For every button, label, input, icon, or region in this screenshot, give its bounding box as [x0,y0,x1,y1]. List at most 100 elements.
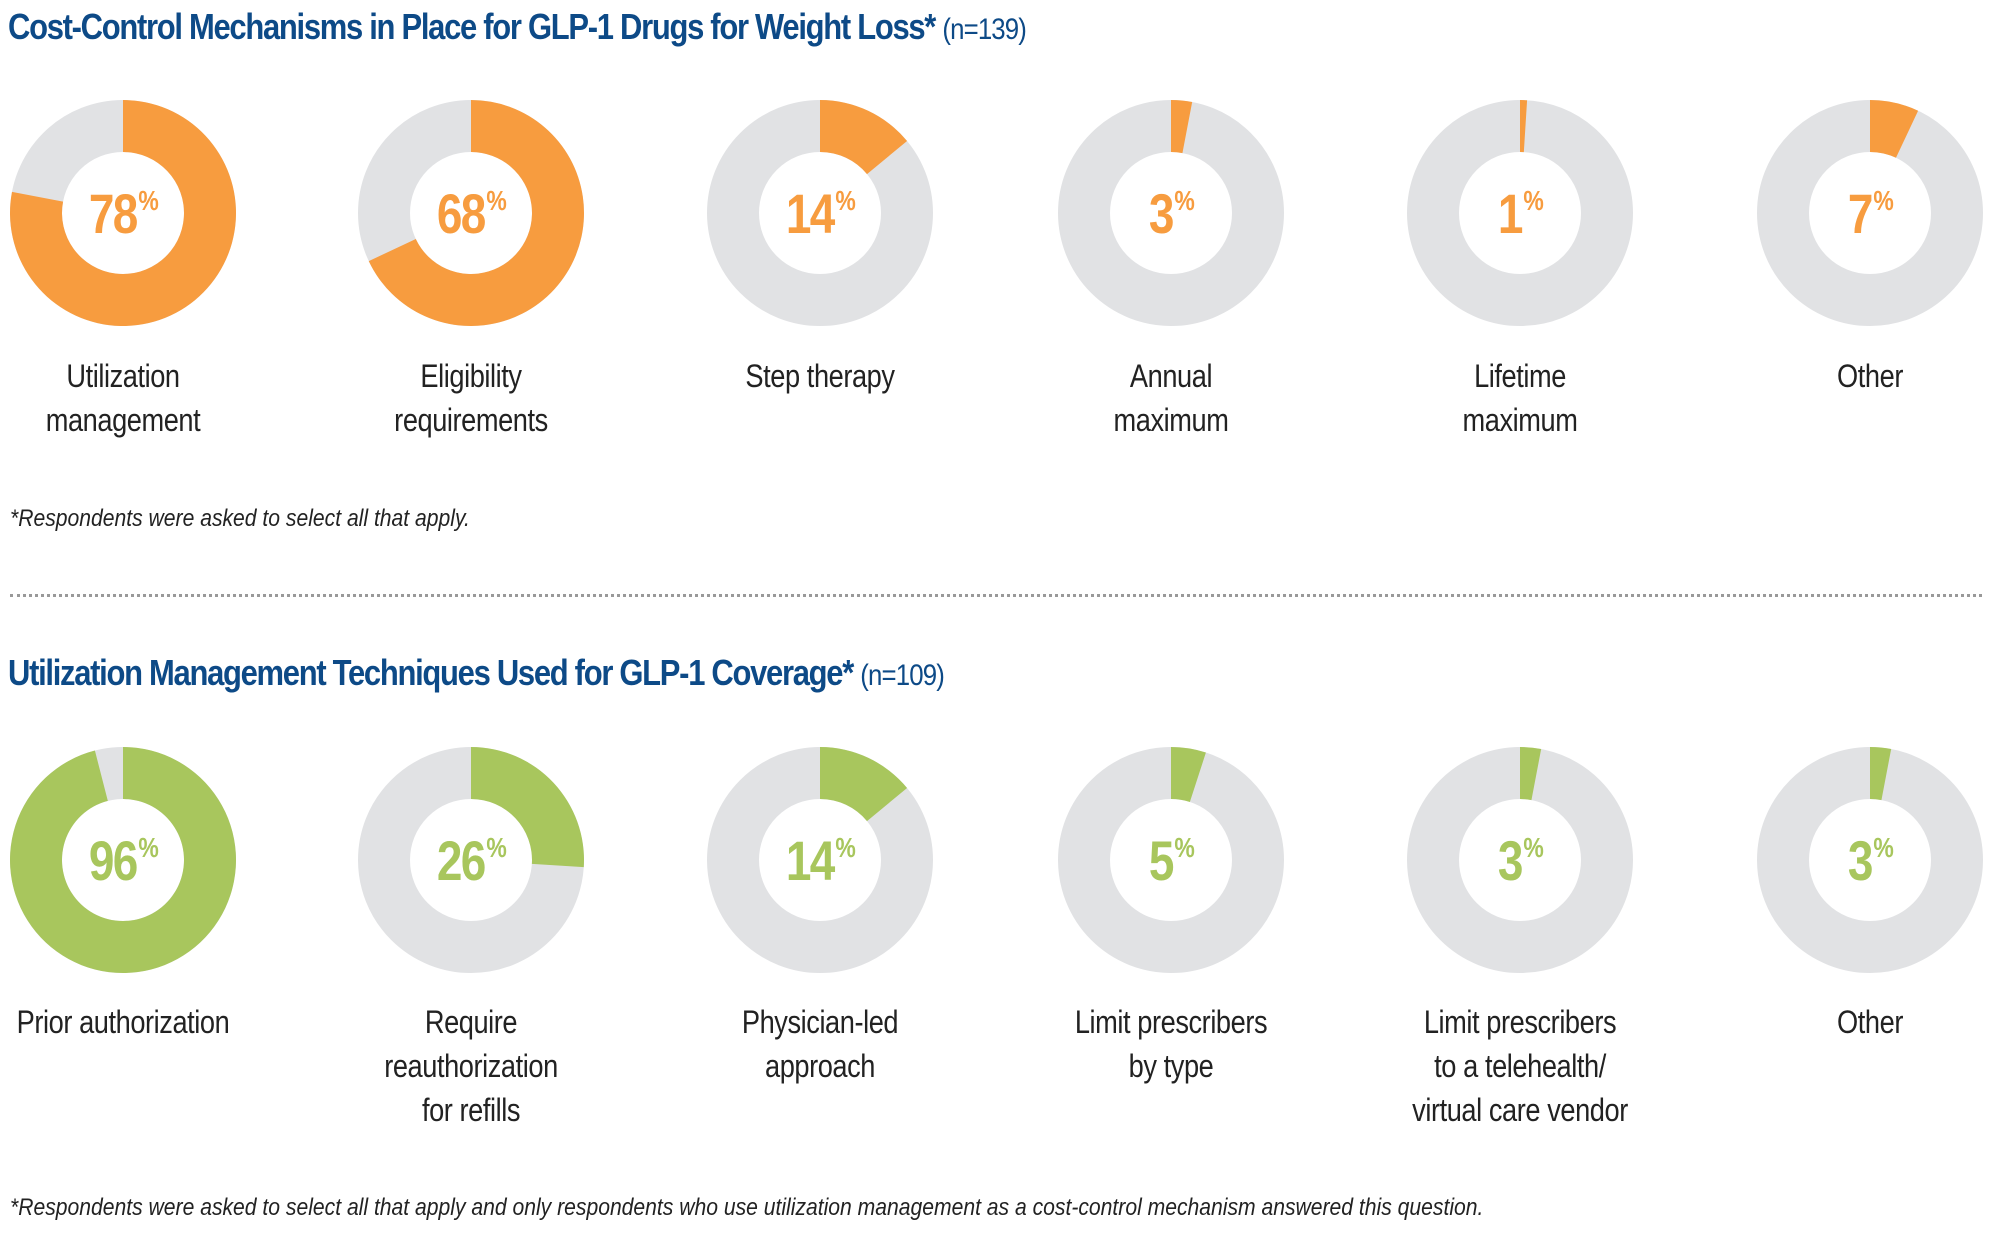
donut-slice [820,747,908,822]
chart-1-title: Cost-Control Mechanisms in Place for GLP… [8,6,1027,47]
percent-label: 78% [30,100,215,326]
percent-sign: % [835,832,855,863]
category-label: Require reauthorization for refills [327,1000,616,1132]
percent-value: 3 [1847,828,1874,892]
category-label-line: requirements [394,402,548,438]
category-label: Physician-led approach [676,1000,965,1088]
percent-value: 14 [785,181,835,245]
percent-label: 26% [378,747,563,973]
percent-label: 7% [1777,100,1962,326]
category-label: Eligibility requirements [327,354,616,442]
chart-2-title: Utilization Management Techniques Used f… [8,652,945,693]
percent-sign: % [138,185,158,216]
percent-label: 96% [30,747,215,973]
category-label: Annual maximum [1027,354,1316,442]
percent-label: 14% [727,100,912,326]
donut-slice [471,747,584,868]
percent-sign: % [1873,185,1893,216]
percent-sign: % [1523,832,1543,863]
category-label: Other [1726,1000,2000,1044]
percent-label: 1% [1427,100,1612,326]
donut-1-5: 3% [1757,747,1983,973]
percent-value: 68 [436,181,486,245]
percent-value: 96 [88,828,138,892]
donut-slice [368,100,584,326]
category-label-line: Limit prescribers [1423,1004,1617,1040]
category-label-line: Utilization [66,358,180,394]
donut-0-2: 14% [707,100,933,326]
category-label: Limit prescribers by type [1027,1000,1316,1088]
percent-value: 14 [785,828,835,892]
category-label-line: Prior authorization [16,1004,230,1040]
donut-slice [9,100,236,326]
donut-slice [1870,100,1919,158]
donut-slice [820,100,908,175]
category-label-line: Physician-led [741,1004,899,1040]
category-label-line: Require [424,1004,518,1040]
donut-1-0: 96% [9,747,237,973]
percent-sign: % [835,185,855,216]
category-label: Limit prescribers to a telehealth/virtual… [1376,1000,1665,1132]
percent-label: 3% [1427,747,1612,973]
percent-label: 68% [378,100,563,326]
donut-1-4: 3% [1407,747,1633,973]
donut-slice [1520,100,1528,153]
category-label-line: reauthorization [384,1048,558,1084]
percent-label: 14% [727,747,912,973]
percent-value: 1 [1497,181,1524,245]
category-label-line: maximum [1462,402,1578,438]
category-label-line: Limit prescribers [1074,1004,1268,1040]
category-label-line: management [45,402,201,438]
donut-0-4: 1% [1407,100,1633,326]
percent-label: 5% [1078,747,1263,973]
category-label: Lifetime maximum [1376,354,1665,442]
category-label-line: maximum [1113,402,1229,438]
dotted-divider [10,594,1982,597]
percent-sign: % [1873,832,1893,863]
category-label-line: by type [1128,1048,1214,1084]
category-label-line: Eligibility [420,358,522,394]
percent-value: 3 [1497,828,1524,892]
percent-sign: % [1523,185,1543,216]
donut-1-2: 14% [707,747,933,973]
percent-sign: % [1174,832,1194,863]
category-label-line: Step therapy [745,358,895,394]
category-label-line: Lifetime [1474,358,1566,394]
percent-value: 3 [1148,181,1175,245]
percent-sign: % [486,185,506,216]
category-label-line: Other [1837,358,1903,394]
category-label-line: approach [764,1048,876,1084]
donut-slice [1171,100,1193,154]
category-label-line: Other [1837,1004,1903,1040]
category-label-line: for refills [421,1092,521,1128]
percent-sign: % [486,832,506,863]
percent-value: 7 [1847,181,1874,245]
category-label: Utilization management [0,354,268,442]
donut-1-1: 26% [358,747,584,973]
percent-sign: % [1174,185,1194,216]
chart-2-footnote: *Respondents were asked to select all th… [10,1194,1484,1221]
category-label-line: virtual care vendor [1412,1092,1628,1128]
donut-slice [1520,747,1542,801]
percent-label: 3% [1777,747,1962,973]
category-label: Prior authorization [0,1000,268,1044]
percent-label: 3% [1078,100,1263,326]
donut-0-0: 78% [9,100,236,326]
donut-slice [1171,747,1206,802]
percent-value: 78 [88,181,138,245]
category-label: Other [1726,354,2000,398]
category-label: Step therapy [676,354,965,398]
donut-0-1: 68% [358,100,584,326]
percent-value: 26 [436,828,486,892]
percent-value: 5 [1148,828,1175,892]
percent-sign: % [138,832,158,863]
donut-slice [1870,747,1892,801]
category-label-line: Annual [1129,358,1213,394]
donut-1-3: 5% [1058,747,1284,973]
donut-0-3: 3% [1058,100,1284,326]
category-label-line: to a telehealth/ [1434,1048,1606,1084]
donut-slice [9,747,237,973]
donut-0-5: 7% [1757,100,1983,326]
chart-1-footnote: *Respondents were asked to select all th… [10,505,470,532]
